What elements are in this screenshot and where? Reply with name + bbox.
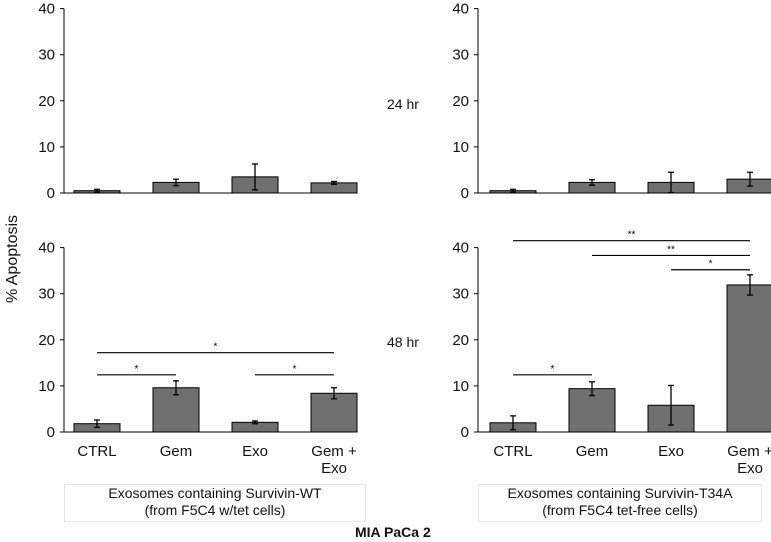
y-tick-label: 10	[452, 139, 469, 156]
significance-label: *	[214, 342, 218, 353]
row-label-24hr: 24 hr	[384, 96, 422, 112]
category-label: Exo	[737, 460, 763, 477]
significance-label: *	[135, 364, 139, 375]
y-tick-label: 20	[38, 332, 55, 349]
category-label: Gem +	[311, 443, 357, 460]
category-label: CTRL	[493, 443, 532, 460]
category-label: CTRL	[77, 443, 116, 460]
error-bar	[589, 381, 595, 397]
significance-label: **	[628, 230, 636, 241]
caption-wt-line2: (from F5C4 w/tet cells)	[144, 502, 286, 518]
category-label: Gem +	[727, 443, 771, 460]
error-bar	[252, 420, 258, 425]
significance-label: *	[293, 364, 297, 375]
caption-wt-line1: Exosomes containing Survivin-WT	[108, 485, 322, 501]
category-label: Exo	[321, 460, 347, 477]
y-axis-label: % Apoptosis	[4, 214, 21, 304]
y-tick-label: 20	[452, 332, 469, 349]
category-label: Gem	[160, 443, 193, 460]
category-label: Gem	[576, 443, 609, 460]
error-bar	[94, 188, 100, 193]
y-tick-label: 0	[47, 185, 55, 202]
y-tick-label: 40	[38, 1, 55, 18]
error-bar	[331, 387, 337, 400]
caption-survivin-wt: Exosomes containing Survivin-WT (from F5…	[64, 484, 366, 522]
caption-survivin-t34a: Exosomes containing Survivin-T34A (from …	[478, 484, 762, 522]
y-tick-label: 10	[38, 378, 55, 395]
row-label-48hr: 48 hr	[384, 334, 422, 350]
y-tick-label: 10	[38, 139, 55, 156]
error-bar	[668, 384, 674, 426]
error-bar	[252, 163, 258, 191]
y-tick-label: 10	[452, 378, 469, 395]
y-tick-label: 0	[47, 424, 55, 441]
y-tick-label: 30	[38, 47, 55, 64]
error-bar	[747, 171, 753, 187]
error-bar	[589, 178, 595, 186]
error-bar	[668, 171, 674, 194]
y-tick-label: 30	[452, 47, 469, 64]
category-label: Exo	[242, 443, 268, 460]
error-bar	[331, 180, 337, 185]
error-bar	[173, 178, 179, 187]
chart-panel-top-left: 0 10 20 30 40	[38, 1, 358, 202]
chart-panel-top-right: 0 10 20 30 40	[452, 1, 771, 202]
error-bar	[173, 380, 179, 396]
error-bar	[510, 415, 516, 431]
y-tick-label: 30	[38, 286, 55, 303]
y-tick-label: 40	[452, 1, 469, 18]
bar-gem-exo	[726, 284, 771, 433]
y-tick-label: 0	[461, 424, 469, 441]
caption-t34a-line1: Exosomes containing Survivin-T34A	[507, 485, 733, 501]
significance-label: *	[551, 364, 555, 375]
significance-label: **	[667, 244, 675, 255]
cell-line-label: MIA PaCa 2	[355, 524, 431, 540]
y-tick-label: 30	[452, 286, 469, 303]
y-tick-label: 20	[452, 93, 469, 110]
significance-label: *	[709, 259, 713, 270]
category-label: Exo	[658, 443, 684, 460]
y-tick-label: 20	[38, 93, 55, 110]
error-bar	[510, 188, 516, 193]
bar-gem-exo	[310, 392, 358, 433]
caption-t34a-line2: (from F5C4 tet-free cells)	[542, 502, 698, 518]
y-tick-label: 0	[461, 185, 469, 202]
y-tick-label: 40	[452, 240, 469, 257]
error-bar	[94, 419, 100, 429]
y-tick-label: 40	[38, 240, 55, 257]
error-bar	[747, 274, 753, 296]
